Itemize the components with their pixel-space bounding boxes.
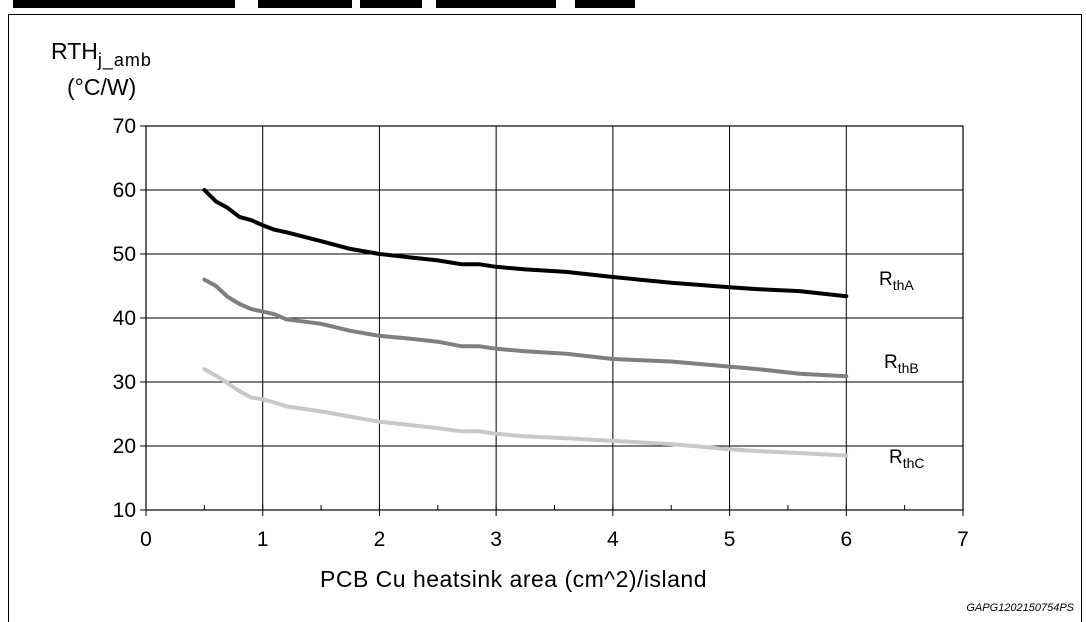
x-tick-label: 2 bbox=[374, 528, 386, 551]
series-line-rthb bbox=[204, 280, 846, 377]
x-tick-label: 4 bbox=[607, 528, 619, 551]
x-tick-label: 1 bbox=[257, 528, 269, 551]
series-label-rthb: RthB bbox=[884, 352, 919, 374]
y-tick-label: 70 bbox=[113, 115, 136, 138]
figure-code: GAPG1202150754PS bbox=[966, 602, 1074, 614]
series-label-rthb-main: R bbox=[884, 352, 898, 373]
series-label-rtha-main: R bbox=[879, 269, 893, 290]
axes bbox=[140, 126, 963, 516]
series-label-rthc: RthC bbox=[889, 447, 925, 469]
y-tick-label: 20 bbox=[113, 435, 136, 458]
x-tick-label: 0 bbox=[140, 528, 152, 551]
series-label-rthc-sub: thC bbox=[903, 455, 925, 471]
x-tick-label: 3 bbox=[490, 528, 502, 551]
y-tick-label: 50 bbox=[113, 243, 136, 266]
x-axis-title: PCB Cu heatsink area (cm^2)/island bbox=[320, 566, 707, 593]
series-label-rthb-sub: thB bbox=[898, 360, 919, 376]
series-label-rtha-sub: thA bbox=[893, 277, 914, 293]
y-tick-label: 40 bbox=[113, 307, 136, 330]
series-line-rtha bbox=[204, 190, 846, 296]
tick-labels: 10 20 30 40 50 60 70 0 1 2 3 4 5 6 7 bbox=[113, 115, 969, 551]
series-lines bbox=[204, 190, 846, 456]
x-tick-label: 6 bbox=[840, 528, 852, 551]
x-tick-label: 5 bbox=[724, 528, 736, 551]
y-tick-label: 60 bbox=[113, 179, 136, 202]
x-tick-label: 7 bbox=[957, 528, 969, 551]
grid-lines bbox=[146, 126, 963, 510]
y-tick-label: 10 bbox=[113, 499, 136, 522]
series-label-rthc-main: R bbox=[889, 447, 903, 468]
y-tick-label: 30 bbox=[113, 371, 136, 394]
series-label-rtha: RthA bbox=[879, 269, 914, 291]
